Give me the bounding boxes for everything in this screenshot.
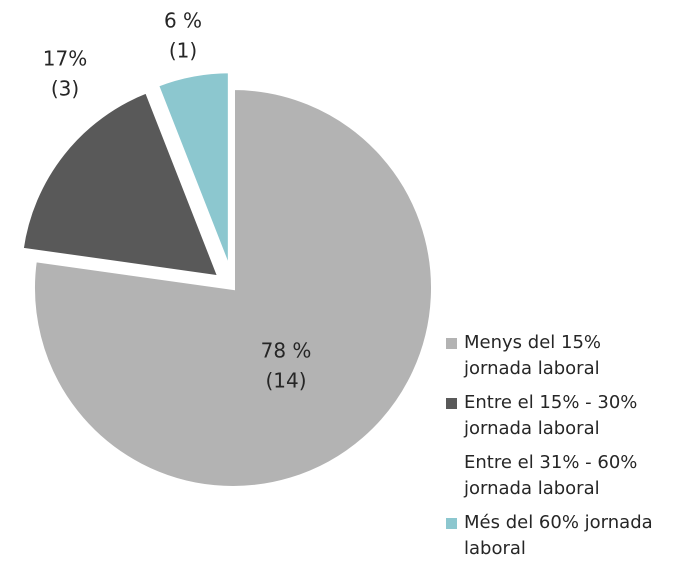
legend-item: Entre el 15% - 30% jornada laboral [446, 390, 682, 442]
legend-label: Més del 60% jornada laboral [464, 512, 653, 559]
legend-label: Entre el 15% - 30% jornada laboral [464, 392, 638, 439]
legend-swatch [446, 518, 457, 529]
pie-slice [154, 69, 232, 273]
legend-item: Més del 60% jornada laboral [446, 510, 682, 562]
legend-item: Entre el 31% - 60% jornada laboral [446, 450, 682, 502]
data-label: (14) [265, 369, 306, 393]
legend: Menys del 15% jornada laboral Entre el 15… [446, 330, 682, 570]
pie-slice [31, 85, 435, 490]
data-label: 78 % [261, 339, 312, 363]
pie-slice [19, 88, 223, 280]
data-label: 6 % [164, 9, 202, 33]
data-label: (1) [169, 39, 197, 63]
legend-item: Menys del 15% jornada laboral [446, 330, 682, 382]
chart: 78 % (14) 17% (3) 6 % (1) [19, 8, 435, 490]
page: 78 % (14) 17% (3) 6 % (1) Menys del 15% jorna… [19, 8, 653, 559]
legend-label: Entre el 31% - 60% jornada laboral [464, 452, 638, 499]
legend-swatch [446, 338, 457, 349]
legend-label: Menys del 15% jornada laboral [464, 332, 601, 379]
data-label: 17% [43, 47, 87, 71]
legend-swatch [446, 458, 457, 469]
data-label: (3) [51, 77, 79, 101]
legend-swatch [446, 398, 457, 409]
